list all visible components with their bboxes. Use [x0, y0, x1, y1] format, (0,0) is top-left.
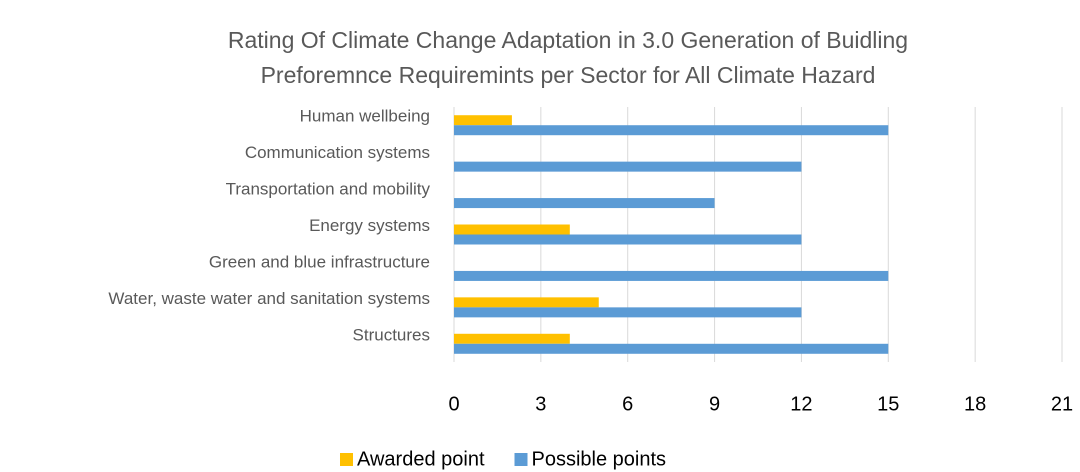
bar: [454, 343, 889, 354]
x-tick-label: 21: [1051, 393, 1073, 415]
y-tick-label: Human wellbeing: [300, 107, 430, 126]
y-tick-label: Green and blue infrastructure: [209, 252, 430, 271]
bar: [454, 125, 889, 136]
bar: [454, 297, 599, 308]
legend-label: Possible points: [532, 448, 667, 470]
legend-swatch: [340, 453, 353, 466]
x-tick-label: 3: [535, 393, 546, 415]
x-tick-label: 18: [964, 393, 986, 415]
y-tick-label: Communication systems: [245, 143, 430, 162]
chart-title: Preforemnce Requiremints per Sector for …: [261, 62, 876, 88]
bar: [454, 198, 715, 209]
x-tick-label: 15: [877, 393, 899, 415]
bar: [454, 307, 802, 318]
x-tick-label: 9: [709, 393, 720, 415]
bar: [454, 234, 802, 245]
y-tick-label: Transportation and mobility: [226, 180, 431, 199]
bar: [454, 333, 570, 344]
y-tick-label: Structures: [353, 325, 430, 344]
legend-label: Awarded point: [357, 448, 485, 470]
bar: [454, 161, 802, 172]
y-tick-label: Water, waste water and sanitation system…: [108, 289, 430, 308]
legend-swatch: [514, 453, 528, 466]
x-tick-label: 0: [448, 393, 459, 415]
y-tick-label: Energy systems: [309, 216, 430, 235]
x-tick-label: 12: [790, 393, 812, 415]
bar: [454, 270, 889, 281]
bar: [454, 224, 570, 235]
chart-title: Rating Of Climate Change Adaptation in 3…: [228, 27, 908, 53]
bar: [454, 115, 512, 126]
x-tick-label: 6: [622, 393, 633, 415]
